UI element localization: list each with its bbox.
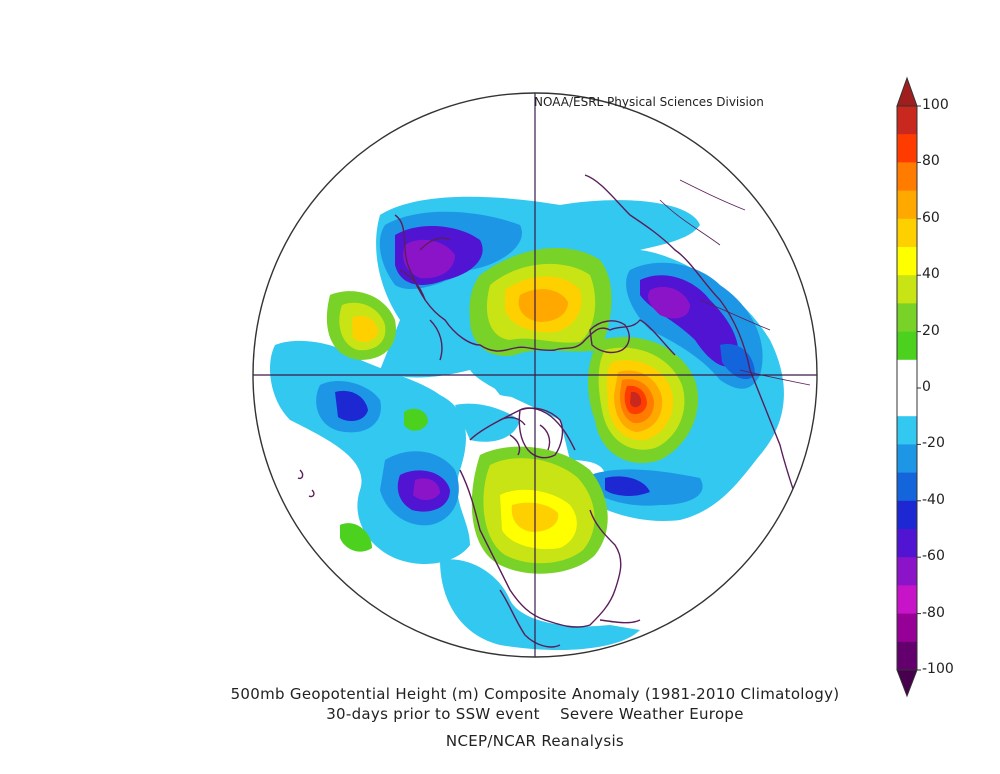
anomaly-envelope-cyan-mexico xyxy=(440,559,640,650)
anomaly-low-core-pacific xyxy=(648,286,690,319)
graticule xyxy=(253,93,817,657)
colorbar-segment xyxy=(897,500,917,530)
colorbar-tick-label: 40 xyxy=(922,266,940,283)
colorbar-segment xyxy=(897,388,917,417)
colorbar-segment xyxy=(897,106,917,135)
colorbar-segment xyxy=(897,613,917,643)
colorbar-tick-label: -60 xyxy=(922,548,945,565)
colorbar-arrow-up xyxy=(896,76,918,107)
colorbar-arrow-down xyxy=(896,669,918,698)
coastline-north-america xyxy=(459,469,622,628)
anomaly-high-darkred-siberia xyxy=(630,391,642,408)
colorbar-segment xyxy=(897,585,917,615)
colorbar-segment xyxy=(897,359,917,389)
colorbar-tick-label: -100 xyxy=(922,661,954,677)
colorbar-tick-label: -80 xyxy=(922,604,945,621)
colorbar-segment xyxy=(897,162,917,192)
anomaly-high-green-mid-atlantic xyxy=(340,523,372,552)
colorbar-tick-label: 80 xyxy=(922,153,940,170)
coastline-greenland xyxy=(518,407,564,459)
anomaly-low-core-atlantic xyxy=(413,478,440,501)
colorbar xyxy=(896,76,921,698)
coastline-mexico xyxy=(499,589,641,648)
colorbar-segment xyxy=(897,416,917,445)
caption-line-1: 500mb Geopotential Height (m) Composite … xyxy=(230,685,840,703)
anomaly-low-indigo-atlantic-east xyxy=(605,476,650,496)
colorbar-segment xyxy=(897,557,917,586)
coastline-europe xyxy=(399,237,451,361)
coastline-pacific-islands xyxy=(297,469,315,498)
anomaly-envelope-cyan-pole xyxy=(455,403,520,442)
colorbar-tick-label: -40 xyxy=(922,491,945,508)
anomaly-low-core-siberia xyxy=(403,239,455,279)
colorbar-tick-label: 0 xyxy=(922,379,931,395)
colorbar-segment xyxy=(897,331,917,361)
coastline-canada-islands xyxy=(499,416,551,456)
anomaly-high-orange-arctic xyxy=(518,289,568,322)
coastline-scandinavia xyxy=(589,320,630,354)
anomaly-envelope-cyan-arctic xyxy=(488,374,545,397)
data-credit: NOAA/ESRL Physical Sciences Division xyxy=(534,95,764,109)
colorbar-tick-label: 20 xyxy=(922,322,940,339)
caption-line-2: 30-days prior to SSW event Severe Weathe… xyxy=(326,705,744,723)
coastline-layer xyxy=(297,174,811,648)
coastline-asia-east xyxy=(584,174,796,496)
colorbar-tick-label: 60 xyxy=(922,209,940,226)
coastline-alaska xyxy=(469,407,576,451)
colorbar-segment xyxy=(897,641,917,671)
colorbar-segment xyxy=(897,303,917,333)
colorbar-tick-label: -20 xyxy=(922,435,945,452)
anomaly-high-yellow-pacific xyxy=(352,315,378,343)
border-lines xyxy=(659,179,811,386)
anomaly-high-green-atlantic xyxy=(404,408,428,431)
anomaly-field xyxy=(270,196,784,650)
colorbar-segment xyxy=(897,472,917,502)
colorbar-segment xyxy=(897,218,917,248)
coastline-eurasia xyxy=(394,214,676,356)
caption-line-3: NCEP/NCAR Reanalysis xyxy=(445,732,625,750)
globe-outline xyxy=(252,92,818,658)
colorbar-segment xyxy=(897,444,917,474)
colorbar-segment xyxy=(897,134,917,163)
anomaly-low-indigo-central xyxy=(335,390,368,422)
colorbar-segment xyxy=(897,247,917,276)
colorbar-segment xyxy=(897,190,917,220)
colorbar-tick-label: 100 xyxy=(922,97,949,113)
colorbar-segment xyxy=(897,275,917,304)
colorbar-segment xyxy=(897,529,917,558)
